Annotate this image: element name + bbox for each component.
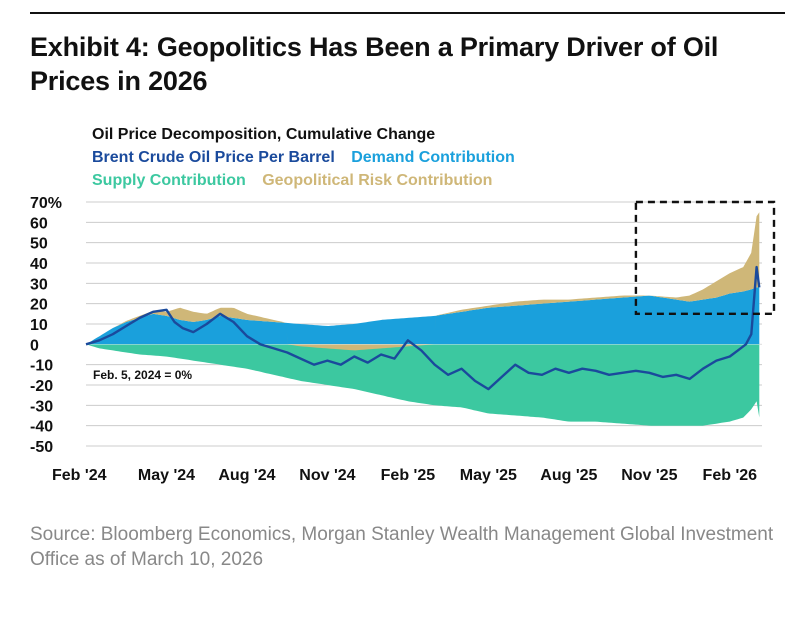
legend-row-2: Supply Contribution Geopolitical Risk Co…	[92, 169, 527, 192]
legend-geo: Geopolitical Risk Contribution	[262, 172, 493, 189]
x-tick-label: Nov '24	[299, 467, 355, 484]
y-tick-label: 0	[30, 337, 39, 354]
x-tick-label: May '25	[460, 467, 517, 484]
baseline-annotation: Feb. 5, 2024 = 0%	[93, 368, 192, 382]
y-tick-label: 20	[30, 297, 48, 314]
y-tick-label: 30	[30, 276, 48, 293]
top-rule	[30, 12, 785, 14]
y-tick-label: -50	[30, 439, 53, 456]
x-tick-label: Feb '25	[381, 467, 436, 484]
supply-area	[86, 344, 760, 426]
chart-legend: Oil Price Decomposition, Cumulative Chan…	[92, 123, 527, 192]
legend-title-text: Oil Price Decomposition, Cumulative Chan…	[92, 126, 436, 143]
brent-line	[85, 265, 761, 391]
y-tick-label: 40	[30, 256, 48, 273]
demand-area	[86, 287, 760, 345]
oil-decomposition-chart: 70% 60 50 40 30 20 10 0 -10 -20 -30 -40 -50 Feb. 5, 2…	[30, 195, 776, 484]
source-note: Source: Bloomberg Economics, Morgan Stan…	[30, 524, 774, 570]
x-tick-label: Aug '24	[218, 467, 275, 484]
page-title: Exhibit 4: Geopolitics Has Been a Primar…	[30, 32, 719, 96]
y-tick-label: -10	[30, 358, 53, 375]
y-tick-label: -30	[30, 398, 53, 415]
geopolitical-area	[86, 212, 760, 351]
legend-title: Oil Price Decomposition, Cumulative Chan…	[92, 123, 527, 146]
y-tick-label: -40	[30, 419, 53, 436]
legend-demand: Demand Contribution	[351, 149, 515, 166]
y-tick-label: 50	[30, 236, 48, 253]
legend-brent: Brent Crude Oil Price Per Barrel	[92, 149, 335, 166]
x-tick-label: Aug '25	[540, 467, 597, 484]
x-tick-label: Feb '26	[703, 467, 758, 484]
y-tick-label: 60	[30, 215, 48, 232]
y-tick-label: -20	[30, 378, 53, 395]
legend-supply: Supply Contribution	[92, 172, 246, 189]
x-tick-label: May '24	[138, 467, 195, 484]
y-tick-label: 70%	[30, 195, 62, 212]
legend-row-1: Brent Crude Oil Price Per Barrel Demand …	[92, 146, 527, 169]
x-tick-label: Feb '24	[52, 467, 107, 484]
x-tick-label: Nov '25	[621, 467, 677, 484]
y-tick-label: 10	[30, 317, 48, 334]
highlight-box	[634, 200, 776, 316]
